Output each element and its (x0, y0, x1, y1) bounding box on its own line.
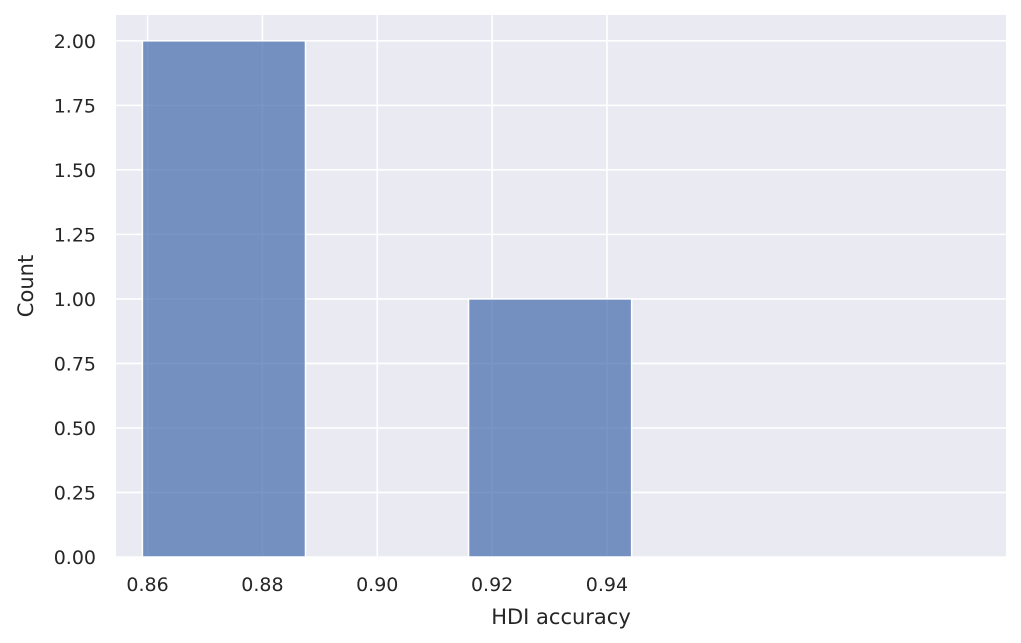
histogram-bar-2 (467, 298, 633, 558)
x-tick-label: 0.86 (126, 574, 168, 596)
y-tick-label: 0.00 (54, 547, 96, 569)
x-tick-label: 0.88 (241, 574, 283, 596)
x-tick-labels: 0.86 0.88 0.90 0.92 0.94 (126, 574, 628, 596)
x-tick-label: 0.90 (356, 574, 398, 596)
y-tick-label: 2.00 (54, 31, 96, 53)
y-tick-label: 0.75 (54, 353, 96, 375)
x-axis-title: HDI accuracy (491, 605, 631, 629)
y-tick-label: 1.25 (54, 224, 96, 246)
y-tick-label: 0.50 (54, 418, 96, 440)
histogram-bar-0 (141, 40, 307, 558)
x-tick-label: 0.92 (471, 574, 513, 596)
bars (141, 40, 633, 558)
y-tick-labels: 0.00 0.25 0.50 0.75 1.00 1.25 1.50 1.75 2.00 (54, 31, 96, 569)
x-tick-label: 0.94 (586, 574, 628, 596)
y-tick-label: 0.25 (54, 482, 96, 504)
y-tick-label: 1.75 (54, 95, 96, 117)
y-tick-label: 1.50 (54, 160, 96, 182)
y-axis-title: Count (14, 255, 38, 317)
y-tick-label: 1.00 (54, 289, 96, 311)
